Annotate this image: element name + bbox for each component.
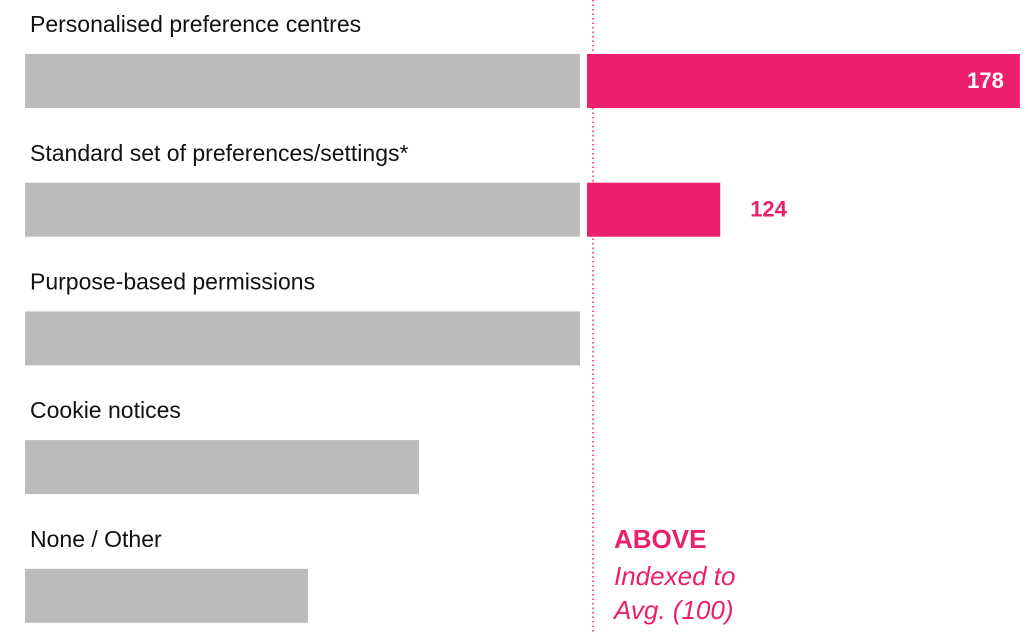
- category-label: Standard set of preferences/settings*: [30, 140, 408, 166]
- above-bar: [587, 182, 721, 237]
- base-bar: [25, 54, 580, 108]
- category-label: Purpose-based permissions: [30, 268, 315, 294]
- category-label: Cookie notices: [30, 397, 181, 423]
- value-label: 124: [750, 197, 787, 222]
- annotation-line: Avg. (100): [612, 595, 733, 625]
- base-bar: [25, 440, 420, 495]
- base-bar: [25, 568, 309, 623]
- base-bar: [25, 182, 580, 237]
- category-label: Personalised preference centres: [30, 11, 361, 37]
- base-bar: [25, 311, 580, 366]
- value-label: 178: [967, 68, 1004, 93]
- category-label: None / Other: [30, 526, 162, 552]
- annotation-line: Indexed to: [614, 561, 735, 591]
- above-bar: [587, 54, 1020, 108]
- annotation-title: ABOVE: [614, 524, 706, 554]
